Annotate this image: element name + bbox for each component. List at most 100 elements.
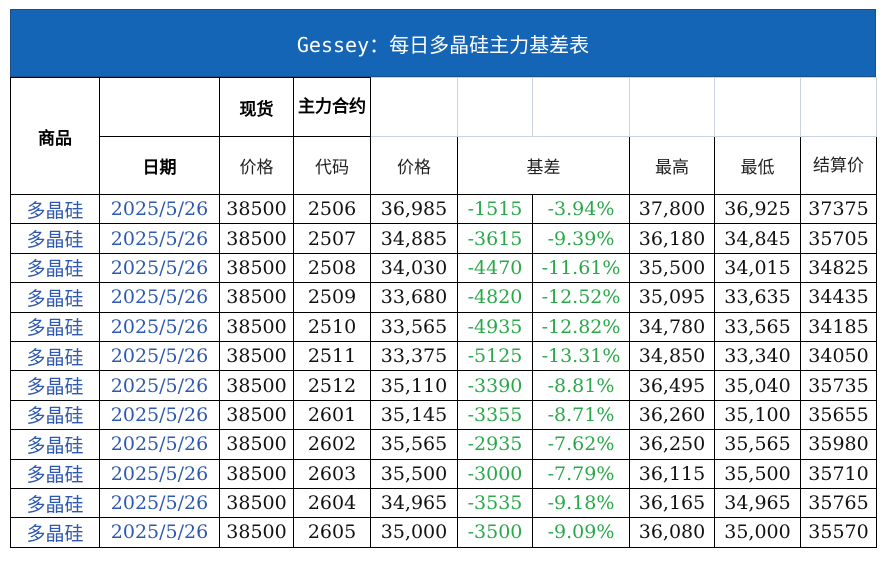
cell-price: 35,000 xyxy=(370,517,458,548)
header-code: 代码 xyxy=(293,136,371,195)
table-row: 多晶硅 2025/5/26 38500 2506 36,985 -1515 -3.94% 37… xyxy=(10,193,877,225)
cell-spot-price: 38500 xyxy=(219,399,294,431)
cell-code: 2604 xyxy=(293,487,371,519)
cell-spot-price: 38500 xyxy=(219,517,294,548)
cell-spot-price: 38500 xyxy=(219,193,294,225)
cell-price: 33,680 xyxy=(370,282,458,313)
cell-basis: -3500 xyxy=(457,517,533,548)
cell-basis-pct: -9.39% xyxy=(532,223,630,254)
header-high: 最高 xyxy=(629,136,715,195)
cell-price: 33,565 xyxy=(370,311,458,342)
cell-basis: -3355 xyxy=(457,399,533,431)
cell-price: 35,565 xyxy=(370,429,458,460)
table-row: 多晶硅 2025/5/26 38500 2601 35,145 -3355 -8.71% 36… xyxy=(10,399,877,431)
header-product: 商品 xyxy=(10,77,100,195)
cell-code: 2507 xyxy=(293,223,371,254)
cell-code: 2602 xyxy=(293,429,371,460)
cell-basis-pct: -8.81% xyxy=(532,370,630,401)
cell-basis-pct: -7.62% xyxy=(532,429,630,460)
cell-basis-pct: -9.18% xyxy=(532,487,630,519)
cell-basis-pct: -12.82% xyxy=(532,311,630,342)
table-row: 多晶硅 2025/5/26 38500 2603 35,500 -3000 -7.79% 36… xyxy=(10,458,877,489)
cell-product: 多晶硅 xyxy=(10,458,100,489)
cell-product: 多晶硅 xyxy=(10,399,100,431)
table-row: 多晶硅 2025/5/26 38500 2509 33,680 -4820 -12.52% 3… xyxy=(10,282,877,313)
cell-spot-price: 38500 xyxy=(219,223,294,254)
cell-price: 35,110 xyxy=(370,370,458,401)
cell-basis: -4935 xyxy=(457,311,533,342)
header-blank-top xyxy=(99,77,220,137)
cell-date: 2025/5/26 xyxy=(99,517,220,548)
cell-price: 34,885 xyxy=(370,223,458,254)
cell-high: 37,800 xyxy=(629,193,715,225)
cell-low: 33,340 xyxy=(714,340,801,372)
cell-settle: 35735 xyxy=(800,370,877,401)
cell-date: 2025/5/26 xyxy=(99,399,220,431)
cell-code: 2603 xyxy=(293,458,371,489)
cell-high: 36,260 xyxy=(629,399,715,431)
cell-low: 35,500 xyxy=(714,458,801,489)
table-row: 多晶硅 2025/5/26 38500 2510 33,565 -4935 -12.82% 3… xyxy=(10,311,877,342)
cell-code: 2510 xyxy=(293,311,371,342)
cell-spot-price: 38500 xyxy=(219,487,294,519)
cell-basis-pct: -9.09% xyxy=(532,517,630,548)
cell-code: 2512 xyxy=(293,370,371,401)
cell-basis-pct: -3.94% xyxy=(532,193,630,225)
cell-price: 35,145 xyxy=(370,399,458,431)
cell-product: 多晶硅 xyxy=(10,311,100,342)
header-date: 日期 xyxy=(99,136,220,195)
cell-basis: -4470 xyxy=(457,252,533,284)
cell-price: 34,965 xyxy=(370,487,458,519)
header-spot-price: 价格 xyxy=(219,136,294,195)
cell-low: 35,100 xyxy=(714,399,801,431)
cell-settle: 35705 xyxy=(800,223,877,254)
table-row: 多晶硅 2025/5/26 38500 2512 35,110 -3390 -8.81% 36… xyxy=(10,370,877,401)
cell-code: 2601 xyxy=(293,399,371,431)
header-blank-basis xyxy=(457,77,533,137)
cell-high: 34,850 xyxy=(629,340,715,372)
cell-product: 多晶硅 xyxy=(10,429,100,460)
cell-settle: 37375 xyxy=(800,193,877,225)
cell-date: 2025/5/26 xyxy=(99,370,220,401)
cell-price: 35,500 xyxy=(370,458,458,489)
cell-product: 多晶硅 xyxy=(10,282,100,313)
table-row: 多晶硅 2025/5/26 38500 2604 34,965 -3535 -9.18% 36… xyxy=(10,487,877,519)
cell-settle: 35980 xyxy=(800,429,877,460)
cell-high: 36,180 xyxy=(629,223,715,254)
cell-basis: -3615 xyxy=(457,223,533,254)
cell-date: 2025/5/26 xyxy=(99,252,220,284)
header-blank-price xyxy=(370,77,458,137)
cell-code: 2508 xyxy=(293,252,371,284)
cell-product: 多晶硅 xyxy=(10,370,100,401)
cell-basis-pct: -13.31% xyxy=(532,340,630,372)
cell-settle: 35710 xyxy=(800,458,877,489)
cell-low: 35,000 xyxy=(714,517,801,548)
cell-basis: -5125 xyxy=(457,340,533,372)
cell-product: 多晶硅 xyxy=(10,193,100,225)
table-row: 多晶硅 2025/5/26 38500 2511 33,375 -5125 -13.31% 3… xyxy=(10,340,877,372)
cell-price: 34,030 xyxy=(370,252,458,284)
header-blank-low xyxy=(714,77,801,137)
cell-high: 36,080 xyxy=(629,517,715,548)
cell-date: 2025/5/26 xyxy=(99,458,220,489)
cell-basis-pct: -12.52% xyxy=(532,282,630,313)
cell-spot-price: 38500 xyxy=(219,340,294,372)
cell-high: 36,495 xyxy=(629,370,715,401)
table-row: 多晶硅 2025/5/26 38500 2605 35,000 -3500 -9.09% 36… xyxy=(10,517,877,548)
cell-low: 34,845 xyxy=(714,223,801,254)
cell-product: 多晶硅 xyxy=(10,252,100,284)
cell-basis-pct: -11.61% xyxy=(532,252,630,284)
cell-basis: -1515 xyxy=(457,193,533,225)
cell-code: 2511 xyxy=(293,340,371,372)
cell-low: 33,565 xyxy=(714,311,801,342)
cell-basis: -3390 xyxy=(457,370,533,401)
cell-product: 多晶硅 xyxy=(10,340,100,372)
header-blank-settle xyxy=(800,77,877,137)
cell-low: 35,040 xyxy=(714,370,801,401)
cell-high: 36,115 xyxy=(629,458,715,489)
table-row: 多晶硅 2025/5/26 38500 2508 34,030 -4470 -11.61% 3… xyxy=(10,252,877,284)
cell-spot-price: 38500 xyxy=(219,282,294,313)
cell-settle: 34050 xyxy=(800,340,877,372)
cell-high: 35,500 xyxy=(629,252,715,284)
cell-low: 36,925 xyxy=(714,193,801,225)
